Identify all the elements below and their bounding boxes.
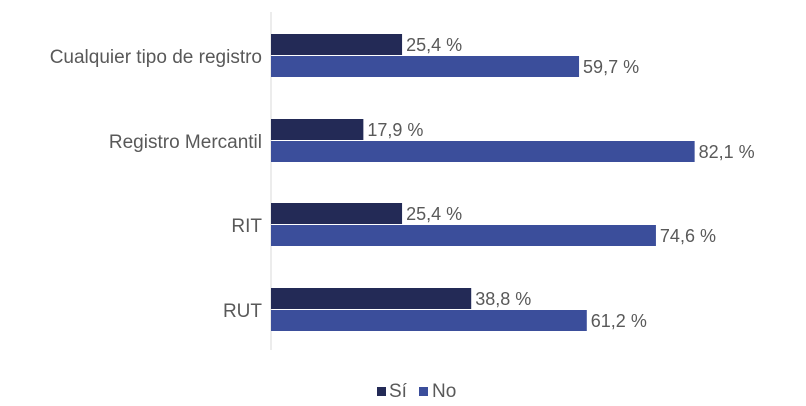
data-label-no-rit: 74,6 % xyxy=(660,226,716,246)
data-label-no-registro-mercantil: 82,1 % xyxy=(699,142,755,162)
data-label-si-rit: 25,4 % xyxy=(406,204,462,224)
bar-si-registro-mercantil xyxy=(271,119,364,140)
category-label-rit: RIT xyxy=(231,216,262,237)
data-label-si-cualquier-tipo-de-registro: 25,4 % xyxy=(406,35,462,55)
data-label-si-rut: 38,8 % xyxy=(475,289,531,309)
bar-si-rut xyxy=(271,288,472,309)
bar-no-rit xyxy=(271,225,656,246)
legend-label-no: No xyxy=(432,381,456,401)
bar-no-cualquier-tipo-de-registro xyxy=(271,56,580,77)
bar-no-rut xyxy=(271,310,587,331)
category-label-cualquier-tipo-de-registro: Cualquier tipo de registro xyxy=(50,47,262,68)
legend: Sí No xyxy=(377,381,456,402)
bar-si-rit xyxy=(271,203,403,224)
legend-label-si: Sí xyxy=(389,381,408,401)
legend-swatch-si xyxy=(377,387,386,396)
legend-swatch-no xyxy=(419,387,428,396)
bars-layer xyxy=(271,34,695,331)
data-label-no-rut: 61,2 % xyxy=(591,311,647,331)
bar-si-cualquier-tipo-de-registro xyxy=(271,34,403,55)
data-label-si-registro-mercantil: 17,9 % xyxy=(367,120,423,140)
data-label-no-cualquier-tipo-de-registro: 59,7 % xyxy=(583,57,639,77)
bar-no-registro-mercantil xyxy=(271,141,695,162)
category-label-registro-mercantil: Registro Mercantil xyxy=(109,132,262,153)
labels-layer: Cualquier tipo de registro 25,4 % 59,7 % Re… xyxy=(50,35,755,331)
category-label-rut: RUT xyxy=(223,301,262,322)
